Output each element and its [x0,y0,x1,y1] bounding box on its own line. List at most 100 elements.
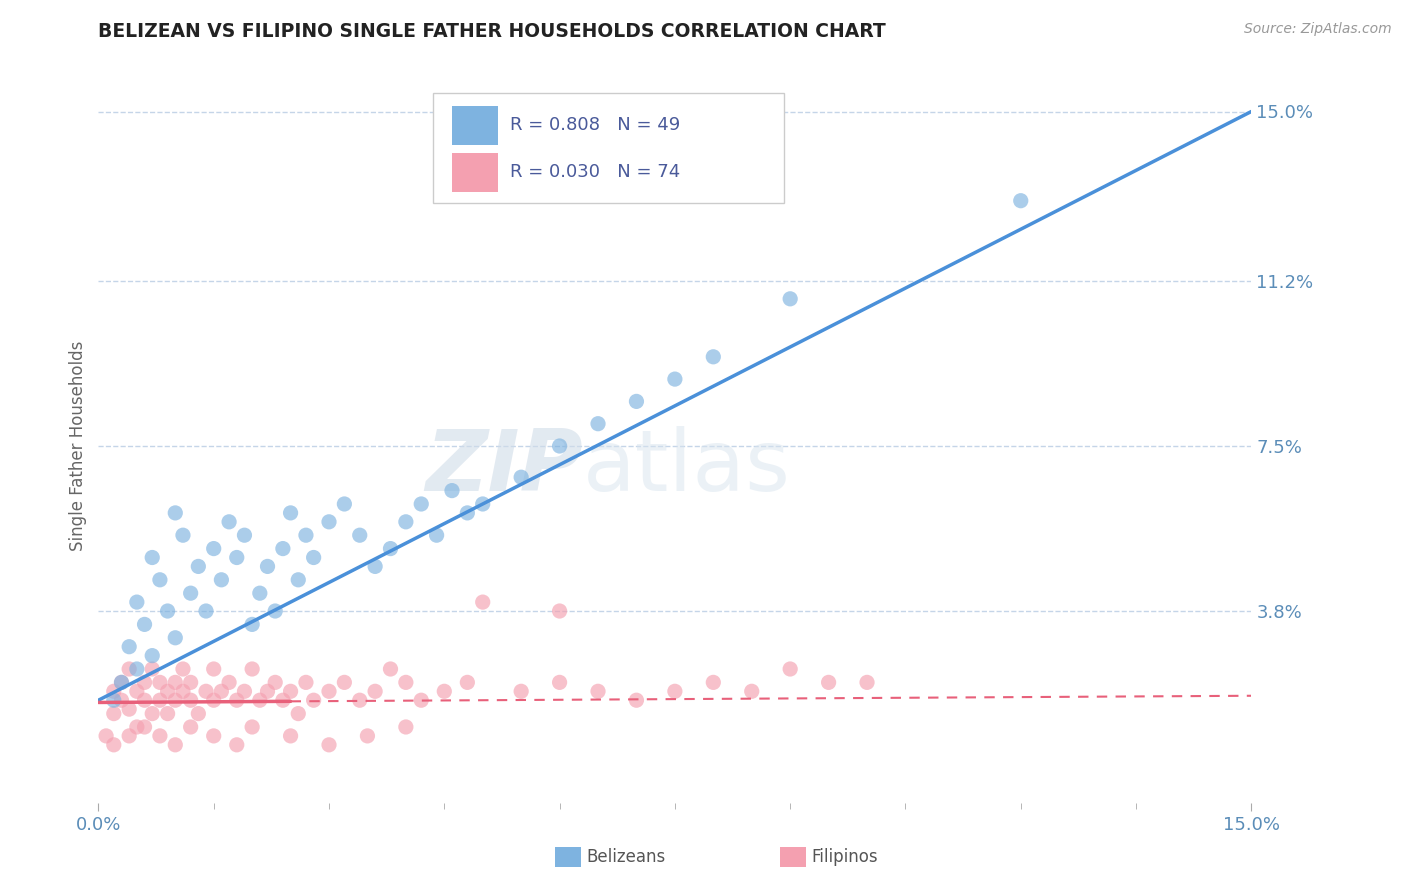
Point [165,506,187,520]
Point [225,550,247,565]
Point [195,684,218,698]
Point [856,675,879,690]
Point [110,675,132,690]
Point [195,604,218,618]
Point [287,706,309,721]
Point [626,693,648,707]
Point [172,662,194,676]
Point [702,675,724,690]
Point [94,729,117,743]
Point [202,662,225,676]
Point [817,675,839,690]
Point [110,675,132,690]
Point [225,693,247,707]
Point [180,693,202,707]
Point [118,729,141,743]
Point [364,684,387,698]
Point [187,559,209,574]
Text: R = 0.030   N = 74: R = 0.030 N = 74 [510,163,681,181]
Point [218,515,240,529]
Point [172,528,194,542]
Point [779,662,801,676]
Point [110,693,132,707]
Text: R = 0.808   N = 49: R = 0.808 N = 49 [510,116,681,135]
Point [510,684,533,698]
Point [440,483,463,498]
Point [380,662,402,676]
Point [149,675,172,690]
Point [280,684,302,698]
Point [364,559,387,574]
Point [156,684,179,698]
Point [125,684,148,698]
Text: ZIP: ZIP [425,425,582,509]
Point [295,675,318,690]
Point [141,550,163,565]
Point [264,604,287,618]
Point [510,470,533,484]
Point [702,350,724,364]
Point [302,693,325,707]
Point [134,675,156,690]
Point [103,706,125,721]
Point [280,506,302,520]
Point [456,675,478,690]
Point [256,684,278,698]
Point [664,684,686,698]
Point [779,292,801,306]
Point [548,439,571,453]
Point [125,720,148,734]
Point [271,693,294,707]
Point [134,720,156,734]
Point [149,573,172,587]
Point [1010,194,1032,208]
Point [134,617,156,632]
Point [395,675,418,690]
Point [225,738,247,752]
Point [240,662,263,676]
Point [141,662,163,676]
Point [165,631,187,645]
Point [395,720,418,734]
Text: Source: ZipAtlas.com: Source: ZipAtlas.com [1244,22,1392,37]
Point [471,595,494,609]
Point [141,706,163,721]
Point [125,595,148,609]
Point [349,693,371,707]
Point [318,684,340,698]
Point [395,515,418,529]
Point [180,675,202,690]
Point [586,684,609,698]
Point [664,372,686,386]
Point [180,586,202,600]
Point [433,684,456,698]
Point [264,675,287,690]
Point [411,497,433,511]
Point [165,675,187,690]
Point [302,550,325,565]
FancyBboxPatch shape [433,93,785,203]
Point [356,729,378,743]
Point [240,720,263,734]
Point [125,662,148,676]
Point [256,559,278,574]
Point [103,738,125,752]
Point [141,648,163,663]
Point [202,541,225,556]
Point [165,693,187,707]
Point [118,640,141,654]
Point [380,541,402,556]
Point [202,693,225,707]
Point [187,706,209,721]
Point [287,573,309,587]
Text: atlas: atlas [582,425,790,509]
Point [349,528,371,542]
Point [271,541,294,556]
Point [249,586,271,600]
Point [240,617,263,632]
Point [333,675,356,690]
Point [180,720,202,734]
Point [586,417,609,431]
Text: BELIZEAN VS FILIPINO SINGLE FATHER HOUSEHOLDS CORRELATION CHART: BELIZEAN VS FILIPINO SINGLE FATHER HOUSE… [98,22,886,41]
Point [233,684,256,698]
